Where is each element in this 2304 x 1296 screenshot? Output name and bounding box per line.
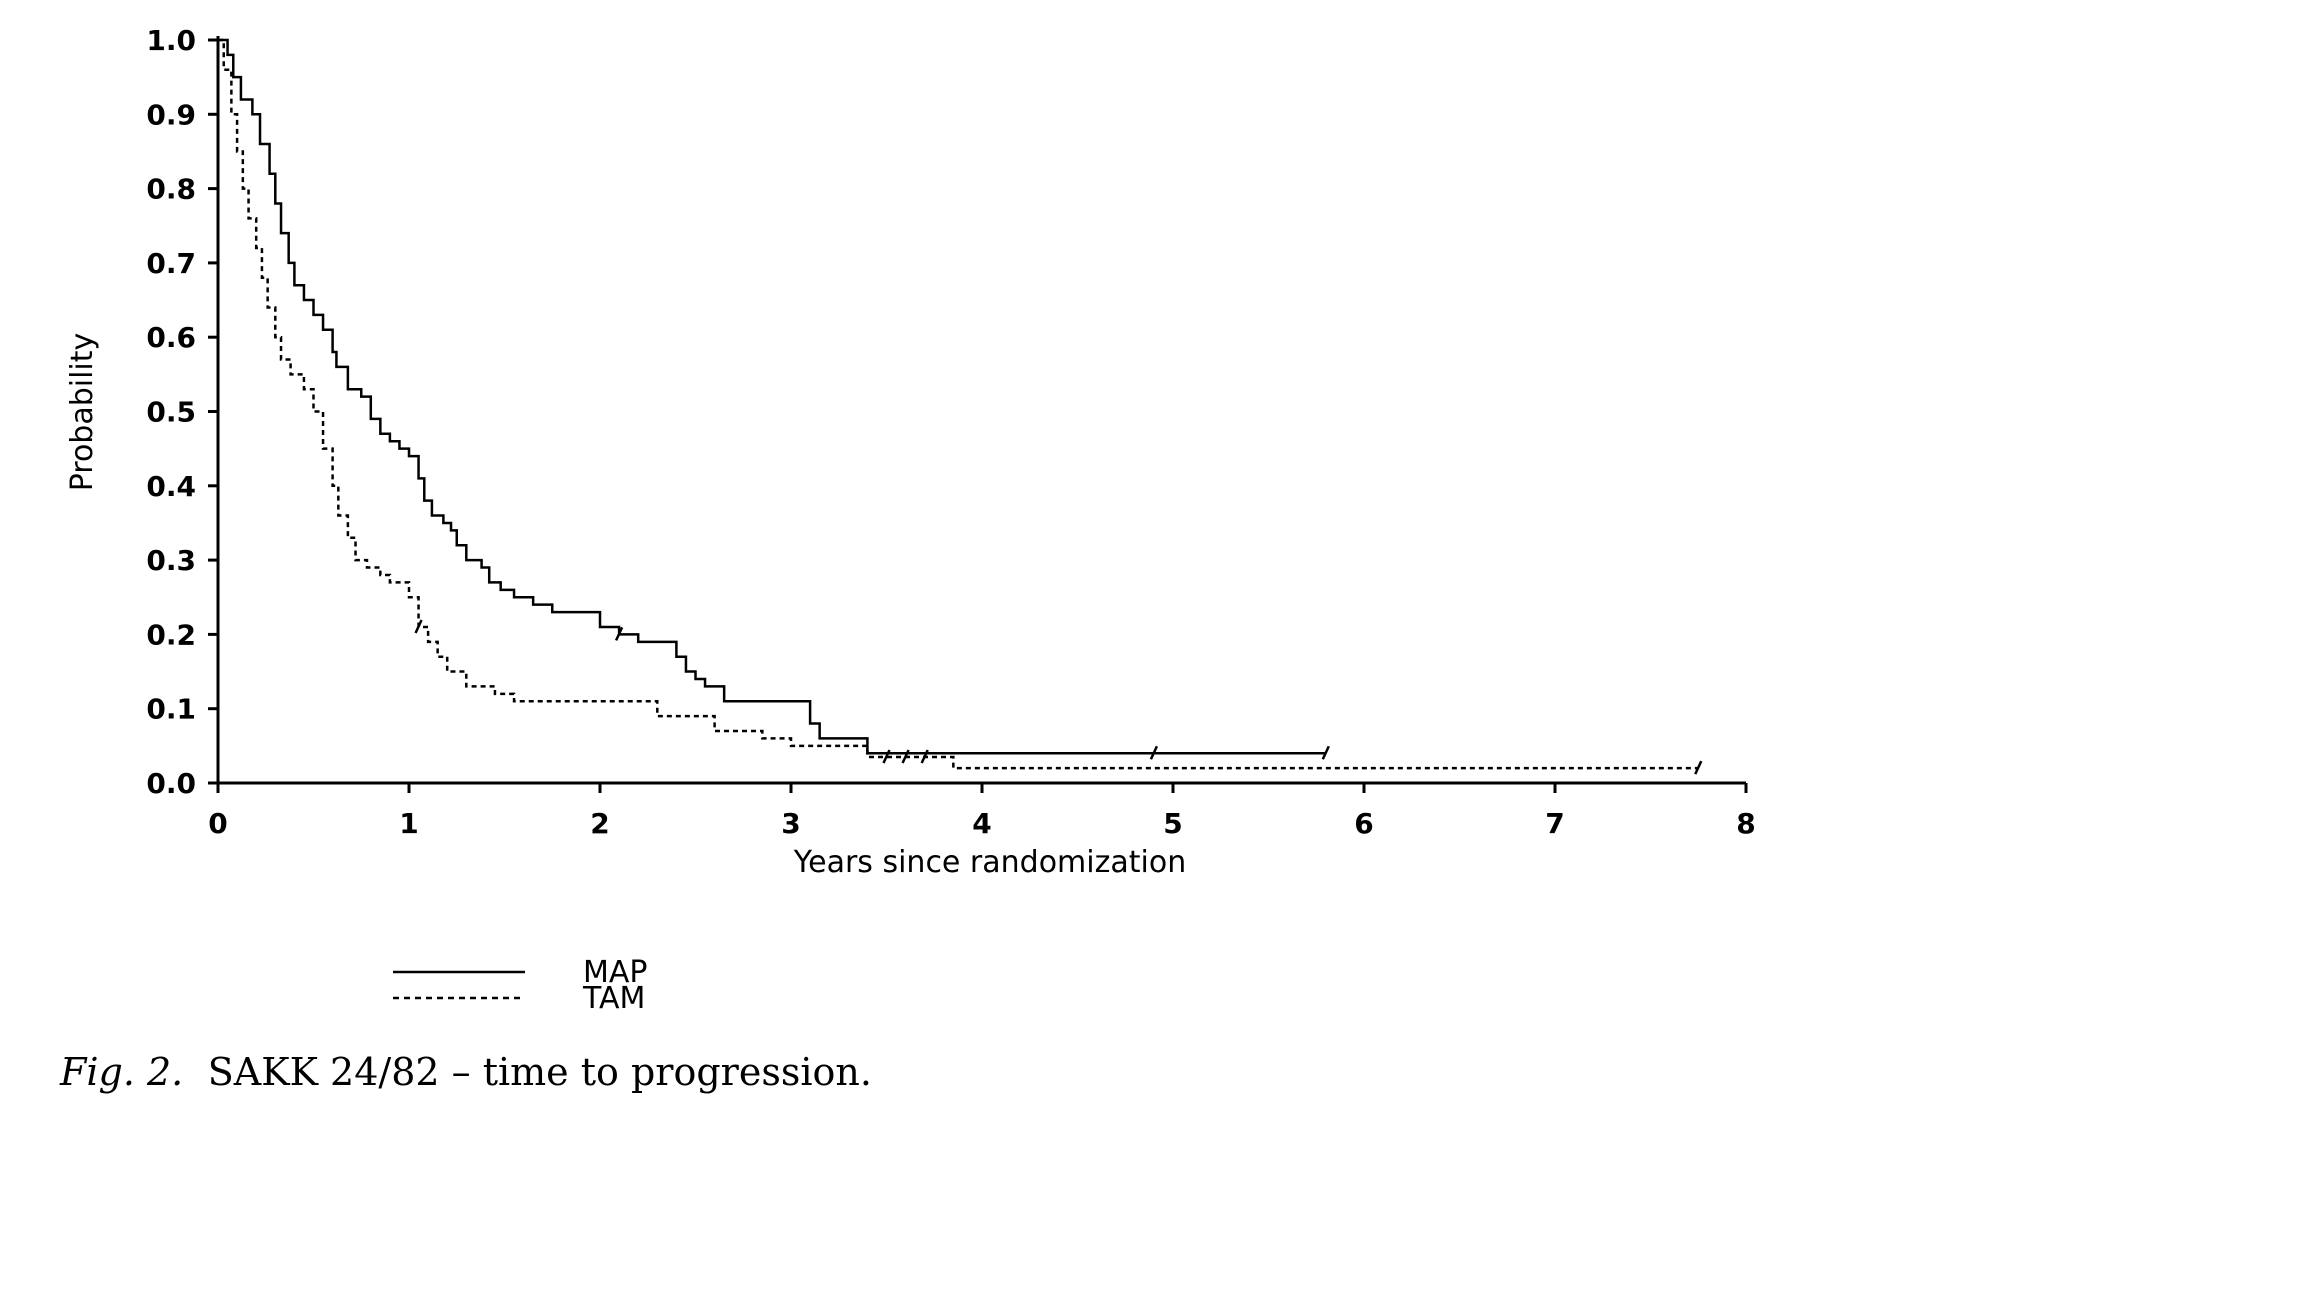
y-tick-label: 0.9 — [146, 98, 196, 131]
series-line-map — [218, 38, 1326, 755]
svg-text:Fig. 2. SAKK 24/82 – tim: Fig. 2. SAKK 24/82 – time to progression… — [59, 1050, 872, 1094]
censor-mark-tam — [1694, 760, 1703, 775]
censor-mark-tam — [882, 749, 891, 764]
y-tick-label: 0.2 — [146, 618, 196, 651]
x-tick-label: 2 — [590, 807, 609, 840]
x-tick-label: 7 — [1545, 807, 1564, 840]
y-tick-label: 0.6 — [146, 321, 196, 354]
censor-mark-map — [1149, 745, 1159, 760]
censor-mark-tam — [414, 619, 423, 634]
ticks: 0 1 2 3 4 5 6 7 8 0.0 0.1 0.2 0.3 0.4 0.5 0.6 0.7 0.8 0.9 1… — [146, 24, 1755, 840]
legend: MAP TAM — [393, 955, 648, 1016]
y-axis-title: Probability — [65, 333, 100, 492]
x-tick-label: 1 — [399, 807, 418, 840]
censor-mark-tam — [920, 749, 929, 764]
series-line-tam — [218, 38, 1699, 770]
x-tick-label: 4 — [972, 807, 991, 840]
caption-figref: Fig. 2. — [59, 1050, 183, 1094]
x-tick-label: 0 — [208, 807, 227, 840]
x-axis-title: Years since randomization — [793, 845, 1186, 880]
censor-mark-map — [614, 626, 624, 641]
y-tick-label: 0.3 — [146, 544, 196, 577]
censor-mark-map — [1321, 745, 1330, 760]
figure-caption: Fig. 2. SAKK 24/82 – time to progression… — [59, 1050, 872, 1094]
censor-mark-tam — [901, 749, 910, 764]
y-tick-label: 1.0 — [146, 24, 196, 57]
series-layer — [218, 38, 1703, 775]
y-tick-label: 0.5 — [146, 396, 196, 429]
y-tick-label: 0.1 — [146, 693, 196, 726]
legend-label-map: MAP — [583, 955, 648, 990]
legend-label-tam: TAM — [582, 981, 645, 1016]
axes — [216, 36, 1746, 785]
y-tick-label: 0.8 — [146, 173, 196, 206]
x-tick-label: 8 — [1736, 807, 1755, 840]
x-tick-label: 6 — [1354, 807, 1373, 840]
y-tick-label: 0.4 — [146, 470, 196, 503]
y-tick-label: 0.0 — [146, 767, 196, 800]
x-tick-label: 5 — [1163, 807, 1182, 840]
x-tick-label: 3 — [781, 807, 800, 840]
caption-text: SAKK 24/82 – time to progression. — [208, 1050, 872, 1094]
y-tick-label: 0.7 — [146, 247, 196, 280]
